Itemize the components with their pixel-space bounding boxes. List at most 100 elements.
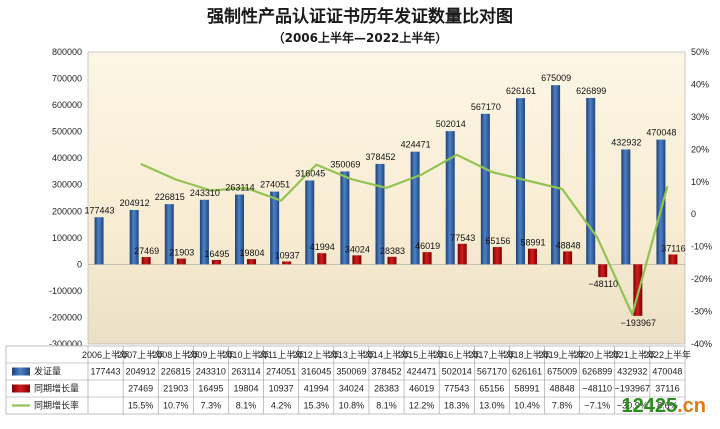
x-category-label: 2016上半年: [433, 349, 480, 360]
table-cell: 77543: [444, 384, 469, 394]
table-cell: −30.9%: [617, 401, 648, 411]
y2-tick-label: 40%: [691, 79, 709, 89]
y2-tick-label: -40%: [691, 339, 712, 349]
label-issued: 263114: [225, 183, 254, 193]
x-category-label: 2011上半年: [258, 349, 304, 360]
bar-growth: [527, 248, 537, 265]
table-cell: 16495: [198, 384, 223, 394]
bar-growth: [563, 251, 573, 265]
y-tick-label: 200000: [52, 206, 82, 216]
label-issued: 675009: [541, 73, 571, 83]
x-category-label: 2020上半年: [574, 349, 621, 360]
plot-area: [87, 51, 686, 345]
x-category-label: 2009上半年: [187, 349, 234, 360]
bar-issued: [340, 171, 350, 265]
x-category-label: 2015上半年: [398, 349, 445, 360]
bar-growth: [422, 252, 432, 265]
table-cell: 34024: [339, 384, 364, 394]
table-cell: 7.8%: [552, 401, 573, 411]
bar-issued: [586, 97, 596, 265]
x-category-label: 2019上半年: [539, 349, 586, 360]
bar-issued: [199, 199, 209, 265]
y-tick-label: 600000: [52, 100, 82, 110]
table-cell: −48110: [582, 384, 612, 394]
y2-tick-label: 30%: [691, 112, 709, 122]
bar-growth: [352, 255, 362, 265]
y2-tick-label: 0: [691, 209, 696, 219]
table-cell: 424471: [407, 367, 437, 377]
label-growth: 21903: [169, 248, 194, 258]
y2-tick-label: 20%: [691, 144, 709, 154]
x-category-label: 2010上半年: [223, 349, 270, 360]
y2-tick-label: -10%: [691, 242, 712, 252]
label-issued: 226815: [155, 192, 185, 202]
y-tick-label: 0: [77, 259, 82, 269]
bar-growth: [141, 257, 151, 265]
table-cell: 8.6%: [657, 401, 678, 411]
y-tick-label: -200000: [49, 312, 82, 322]
bar-issued: [515, 98, 525, 265]
y-tick-label: -100000: [49, 286, 82, 296]
bar-issued: [551, 85, 561, 265]
y-tick-label: 100000: [52, 233, 82, 243]
table-cell: 226815: [161, 367, 191, 377]
table-cell: 15.5%: [128, 401, 154, 411]
table-cell: 7.3%: [201, 401, 222, 411]
label-growth: 37116: [661, 244, 685, 254]
label-growth: −193967: [621, 318, 656, 328]
bar-growth: [457, 243, 467, 265]
y-tick-label: 300000: [52, 180, 82, 190]
label-issued: 502014: [436, 119, 466, 129]
bar-issued: [621, 149, 631, 265]
x-category-label: 2014上半年: [363, 349, 410, 360]
bar-growth: [317, 253, 327, 265]
bar-growth: [598, 264, 608, 278]
label-issued: 350069: [330, 159, 360, 169]
y2-tick-label: 50%: [691, 47, 709, 57]
label-issued: 378452: [365, 152, 395, 162]
watermark-number: 12425: [621, 395, 677, 417]
label-issued: 432932: [611, 137, 641, 147]
table-cell: 378452: [371, 367, 401, 377]
label-growth: 27469: [134, 246, 159, 256]
bar-growth: [668, 254, 678, 265]
table-cell: 177443: [91, 367, 121, 377]
label-growth: 41994: [310, 242, 335, 252]
label-growth: −48110: [588, 279, 618, 289]
bar-issued: [235, 194, 245, 265]
table-cell: 263114: [231, 367, 260, 377]
bar-growth: [492, 247, 502, 265]
label-issued: 626161: [506, 86, 536, 96]
table-cell: 626899: [582, 367, 612, 377]
legend-key-issued: [12, 367, 30, 376]
label-issued: 424471: [401, 140, 431, 150]
bar-growth: [211, 259, 221, 265]
table-cell: 41994: [304, 384, 329, 394]
table-cell: −193967: [615, 384, 650, 394]
label-issued: 274051: [260, 180, 290, 190]
table-cell: 502014: [442, 367, 472, 377]
table-cell: 316045: [301, 367, 331, 377]
bar-issued: [164, 204, 174, 265]
table-cell: 470048: [652, 367, 682, 377]
table-cell: 243310: [196, 367, 226, 377]
legend-label: 同期增长率: [34, 400, 79, 411]
label-growth: 34024: [345, 244, 370, 254]
table-cell: 37116: [655, 384, 679, 394]
table-cell: 274051: [266, 367, 296, 377]
label-growth: 10937: [275, 250, 300, 260]
x-category-label: 2018上半年: [503, 349, 550, 360]
bar-growth: [633, 264, 643, 316]
x-category-label: 2021上半年: [609, 349, 656, 360]
bar-issued: [129, 209, 139, 265]
label-growth: 46019: [415, 241, 440, 251]
table-cell: 4.2%: [271, 401, 292, 411]
x-category-label: 2013上半年: [328, 349, 375, 360]
bar-growth: [176, 258, 186, 265]
watermark-domain: .cn: [677, 395, 706, 417]
label-issued: 243310: [190, 188, 220, 198]
table-cell: 27469: [128, 384, 153, 394]
label-growth: 77543: [450, 233, 475, 243]
table-cell: 18.3%: [444, 401, 470, 411]
